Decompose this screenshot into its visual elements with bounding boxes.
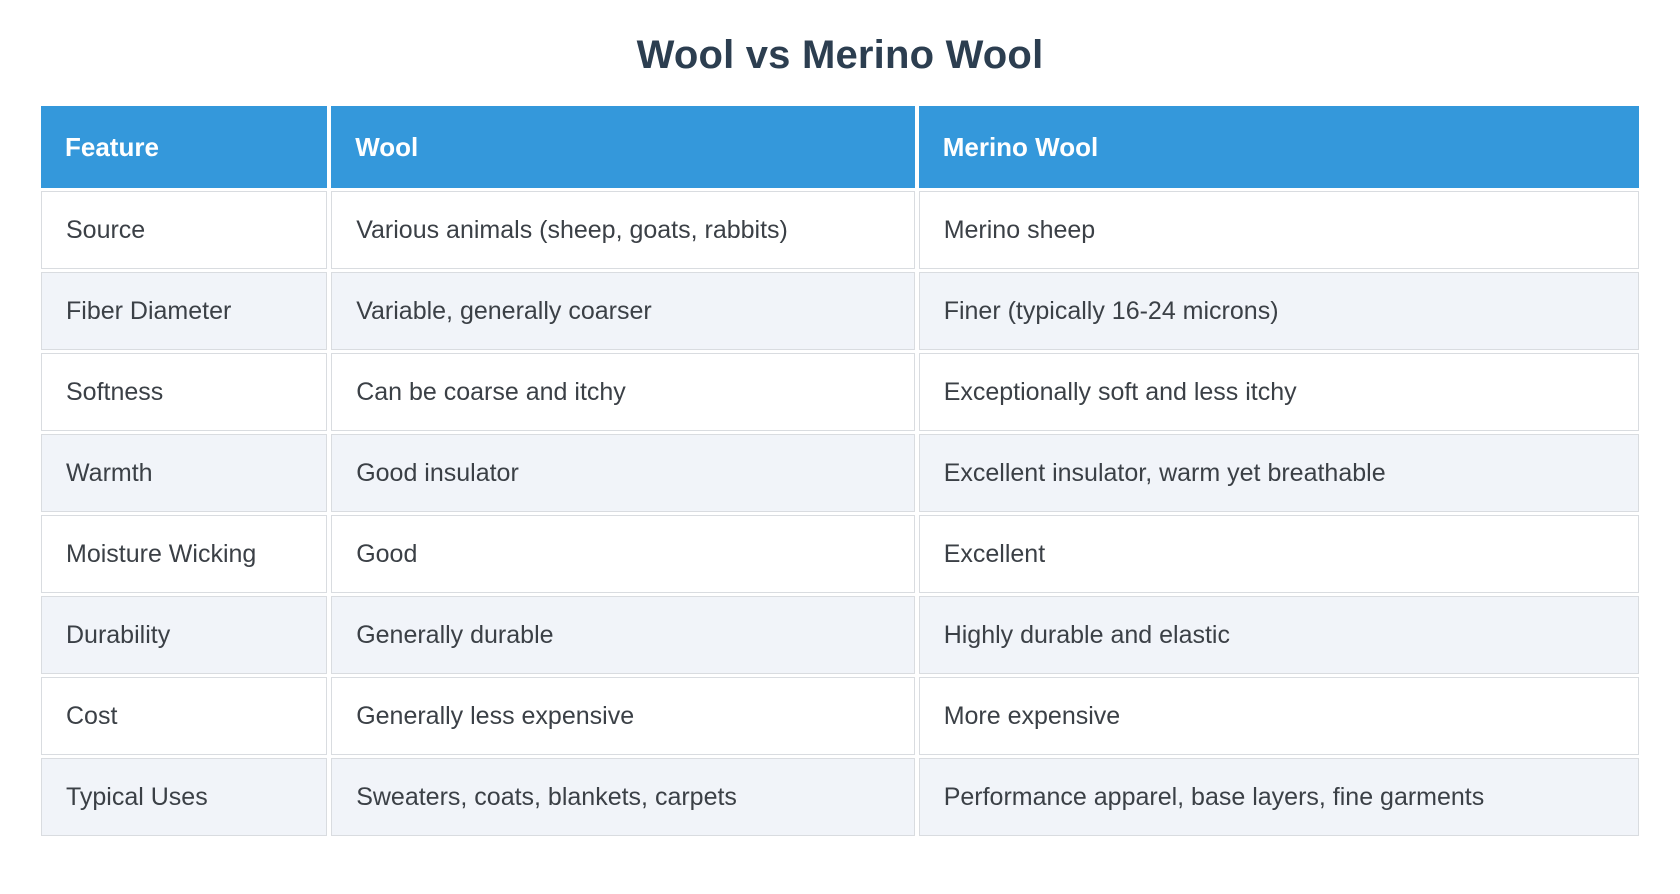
table-row: Source Various animals (sheep, goats, rab… — [41, 191, 1639, 269]
table-row: Softness Can be coarse and itchy Exception… — [41, 353, 1639, 431]
cell-wool: Generally durable — [331, 596, 915, 674]
cell-merino: Excellent insulator, warm yet breathable — [918, 434, 1639, 512]
cell-merino: Merino sheep — [918, 191, 1639, 269]
comparison-table-wrap: Feature Wool Merino Wool Source Various a… — [37, 103, 1643, 839]
cell-wool: Variable, generally coarser — [331, 272, 915, 350]
cell-merino: Excellent — [918, 515, 1639, 593]
cell-merino: More expensive — [918, 677, 1639, 755]
cell-feature: Source — [41, 191, 328, 269]
cell-wool: Good — [331, 515, 915, 593]
cell-feature: Fiber Diameter — [41, 272, 328, 350]
cell-merino: Finer (typically 16-24 microns) — [918, 272, 1639, 350]
table-row: Cost Generally less expensive More expensi… — [41, 677, 1639, 755]
header-cell-feature: Feature — [41, 106, 328, 188]
cell-wool: Good insulator — [331, 434, 915, 512]
comparison-table: Feature Wool Merino Wool Source Various a… — [37, 103, 1643, 839]
cell-merino: Exceptionally soft and less itchy — [918, 353, 1639, 431]
cell-wool: Various animals (sheep, goats, rabbits) — [331, 191, 915, 269]
table-row: Typical Uses Sweaters, coats, blankets, c… — [41, 758, 1639, 836]
cell-wool: Sweaters, coats, blankets, carpets — [331, 758, 915, 836]
table-body: Source Various animals (sheep, goats, rab… — [41, 191, 1639, 836]
cell-wool: Generally less expensive — [331, 677, 915, 755]
cell-feature: Moisture Wicking — [41, 515, 328, 593]
page: Wool vs Merino Wool Feature Wool Merino … — [0, 32, 1680, 839]
table-row: Fiber Diameter Variable, generally coarse… — [41, 272, 1639, 350]
table-header: Feature Wool Merino Wool — [41, 106, 1639, 188]
cell-merino: Performance apparel, base layers, fine g… — [918, 758, 1639, 836]
page-title: Wool vs Merino Wool — [636, 33, 1044, 77]
header-cell-wool: Wool — [331, 106, 915, 188]
cell-wool: Can be coarse and itchy — [331, 353, 915, 431]
cell-feature: Warmth — [41, 434, 328, 512]
cell-merino: Highly durable and elastic — [918, 596, 1639, 674]
header-row: Feature Wool Merino Wool — [41, 106, 1639, 188]
cell-feature: Typical Uses — [41, 758, 328, 836]
table-row: Warmth Good insulator Excellent insulator,… — [41, 434, 1639, 512]
cell-feature: Durability — [41, 596, 328, 674]
table-row: Moisture Wicking Good Excellent — [41, 515, 1639, 593]
table-row: Durability Generally durable Highly durabl… — [41, 596, 1639, 674]
cell-feature: Softness — [41, 353, 328, 431]
header-cell-merino-wool: Merino Wool — [918, 106, 1639, 188]
cell-feature: Cost — [41, 677, 328, 755]
